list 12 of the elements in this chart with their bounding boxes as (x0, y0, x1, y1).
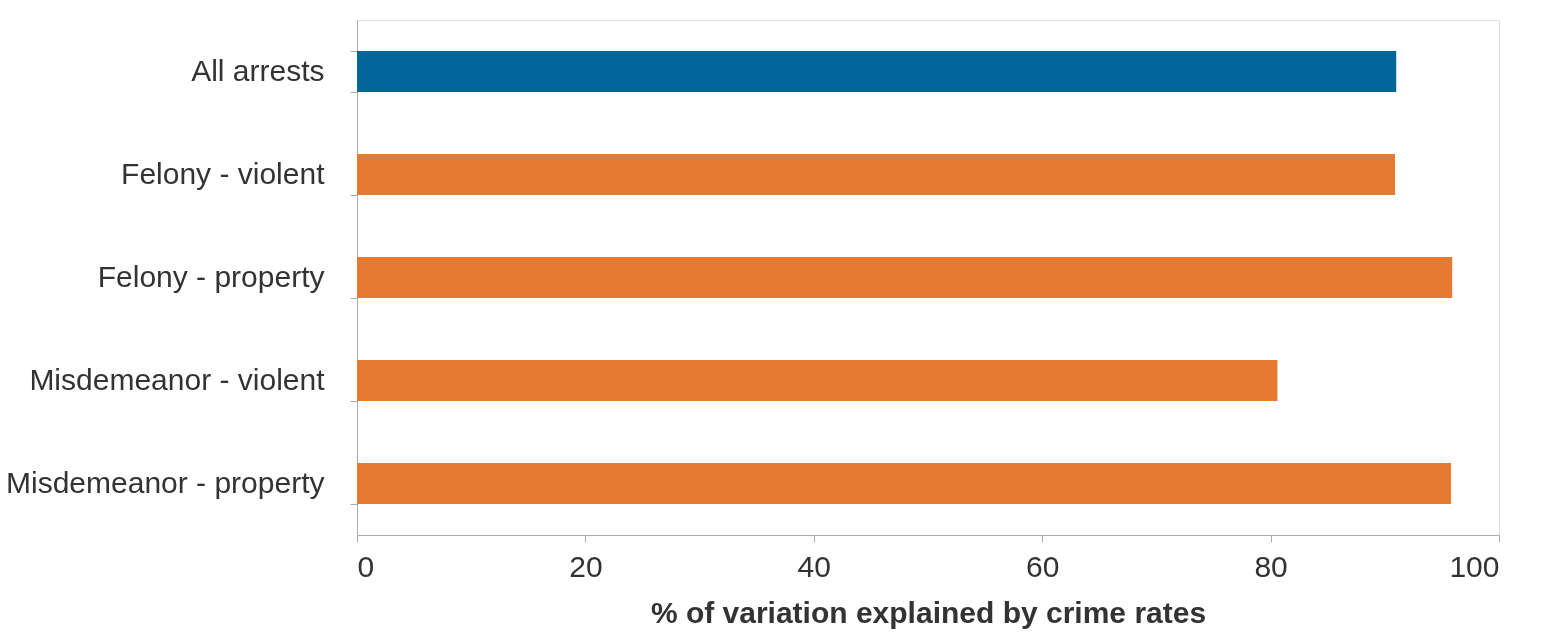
x-tick-label: 60 (1026, 549, 1060, 583)
y-tick-label: Felony - violent (121, 157, 326, 190)
x-tick-label: 0 (357, 549, 375, 583)
x-tick-label: 80 (1254, 549, 1288, 583)
x-axis-title: % of variation explained by crime rates (650, 595, 1207, 629)
y-tick-label: All arrests (191, 54, 325, 87)
x-tick-label: 20 (569, 549, 603, 583)
x-tick-label: 100 (1449, 549, 1500, 583)
x-tick-label: 40 (797, 549, 831, 583)
y-tick-label: Misdemeanor - violent (29, 363, 326, 396)
y-tick-label: Felony - property (97, 260, 325, 293)
y-tick-label: Misdemeanor - property (6, 466, 325, 499)
